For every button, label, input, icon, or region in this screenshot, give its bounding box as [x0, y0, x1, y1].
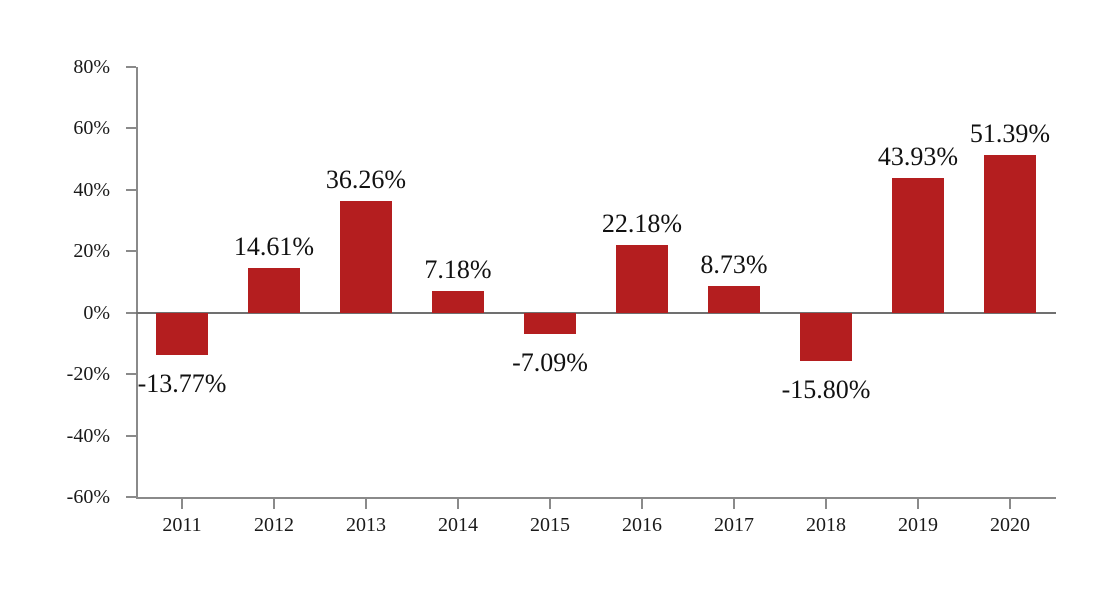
- x-tick-label: 2012: [254, 514, 294, 536]
- x-tick: [181, 499, 183, 509]
- x-tick-label: 2018: [806, 514, 846, 536]
- bar-2019: [892, 177, 944, 313]
- x-tick-label: 2011: [162, 514, 202, 536]
- y-tick: [126, 66, 136, 68]
- y-tick: [126, 373, 136, 376]
- x-axis-line: [136, 497, 1056, 499]
- bar-value-label: 43.93%: [877, 141, 959, 171]
- x-tick: [1009, 499, 1011, 509]
- bar-value-label: 7.18%: [424, 254, 492, 284]
- y-tick-label: 60%: [73, 117, 110, 140]
- bar-value-label: 51.39%: [969, 118, 1051, 148]
- x-tick-label: 2016: [622, 514, 662, 536]
- x-tick-label: 2020: [990, 514, 1030, 536]
- x-tick: [917, 499, 919, 509]
- bar-2017: [708, 285, 760, 313]
- bar-value-label: -13.77%: [137, 369, 227, 398]
- x-tick: [641, 499, 643, 509]
- y-tick: [126, 127, 136, 130]
- y-tick-label: -20%: [66, 363, 110, 386]
- zero-baseline: [136, 311, 1056, 314]
- y-tick-label: 0%: [83, 301, 110, 324]
- bar-value-label: 8.73%: [700, 249, 768, 279]
- x-tick-label: 2017: [714, 514, 754, 536]
- y-tick: [126, 496, 136, 498]
- y-tick-label: -60%: [66, 486, 110, 508]
- bar-value-label: 22.18%: [601, 208, 683, 238]
- x-tick: [733, 499, 735, 509]
- y-tick-label: -40%: [66, 424, 110, 447]
- y-tick: [126, 188, 136, 191]
- x-tick: [549, 499, 551, 509]
- y-axis-line: [136, 67, 138, 499]
- bar-2020: [984, 154, 1036, 313]
- bar-value-label: -15.80%: [781, 375, 871, 405]
- bar-value-label: -7.09%: [512, 348, 588, 378]
- bar-2012: [248, 267, 300, 313]
- x-tick-label: 2019: [898, 514, 938, 536]
- y-tick-label: 40%: [73, 178, 110, 201]
- bar-2015: [524, 312, 576, 335]
- bar-2014: [432, 290, 484, 313]
- x-tick: [457, 499, 459, 509]
- x-tick: [825, 499, 827, 509]
- y-tick: [126, 311, 136, 314]
- bar-2016: [616, 244, 668, 313]
- x-tick-label: 2015: [530, 514, 570, 536]
- x-tick-label: 2013: [346, 514, 386, 536]
- y-tick-label: 80%: [73, 56, 110, 78]
- bar-2013: [340, 201, 392, 313]
- bar-value-label: 14.61%: [233, 231, 315, 261]
- bar-2018: [800, 312, 852, 362]
- bar-value-label: 36.26%: [325, 165, 407, 195]
- x-tick: [365, 499, 367, 509]
- x-tick: [273, 499, 275, 509]
- bar-2011: [156, 312, 208, 355]
- y-tick: [126, 250, 136, 253]
- x-tick-label: 2014: [438, 514, 478, 536]
- y-tick: [126, 434, 136, 437]
- y-tick-label: 20%: [73, 240, 110, 263]
